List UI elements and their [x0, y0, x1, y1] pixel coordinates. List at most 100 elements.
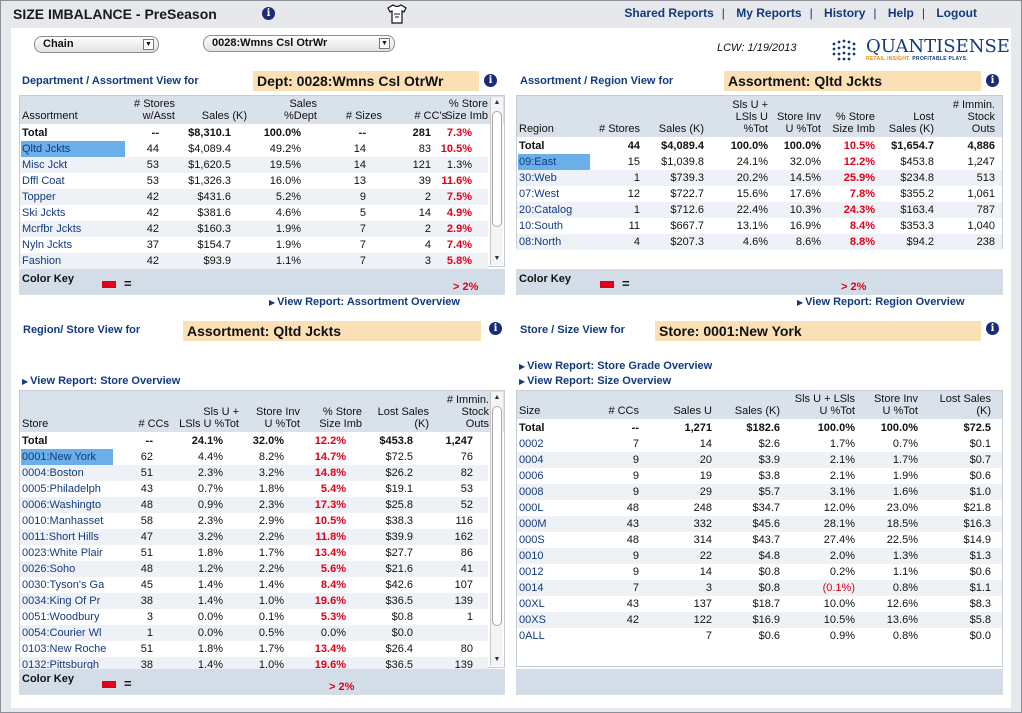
- table-row[interactable]: 0103:New Roche 51 1.8% 1.7% 13.4% $26.4 80: [20, 641, 488, 657]
- table-row[interactable]: Fashion 42 $93.9 1.1% 7 3 5.8%: [20, 253, 488, 269]
- column-header[interactable]: Store Inv U %Tot: [776, 111, 821, 135]
- column-header[interactable]: Store: [22, 418, 49, 430]
- info-icon[interactable]: i: [262, 7, 275, 20]
- table-row[interactable]: Nyln Jckts 37 $154.7 1.9% 7 4 7.4%: [20, 237, 488, 253]
- scroll-up-icon[interactable]: ▲: [493, 394, 501, 401]
- table-row[interactable]: 0006 9 19 $3.8 2.1% 1.9% $0.6: [517, 468, 1002, 484]
- table-row[interactable]: 0001:New York 62 4.4% 8.2% 14.7% $72.5 76: [20, 449, 488, 465]
- row-link[interactable]: 0002: [519, 438, 544, 450]
- table-row[interactable]: 0054:Courier Wl 1 0.0% 0.5% 0.0% $0.0: [20, 625, 488, 641]
- row-link[interactable]: 0008: [519, 486, 544, 498]
- column-header[interactable]: # Stores: [599, 123, 640, 135]
- table-row[interactable]: 10:South 11 $667.7 13.1% 16.9% 8.4% $353.3 1,04…: [517, 218, 1002, 234]
- table-row[interactable]: 0012 9 14 $0.8 0.2% 1.1% $0.6: [517, 564, 1002, 580]
- column-header[interactable]: Sales (K): [658, 123, 704, 135]
- department-dropdown[interactable]: 0028:Wmns Csl OtrWr ▼: [203, 35, 395, 52]
- info-icon[interactable]: i: [986, 74, 999, 87]
- column-header[interactable]: Sls U + LSls U %Tot: [794, 393, 855, 417]
- table-row[interactable]: 07:West 12 $722.7 15.6% 17.6% 7.8% $355.2 1,061: [517, 186, 1002, 202]
- column-header[interactable]: Lost Sales (K): [377, 406, 429, 430]
- row-link[interactable]: 0006: [519, 470, 544, 482]
- nav-logout[interactable]: Logout: [936, 6, 977, 20]
- table-row[interactable]: 00XL 43 137 $18.7 10.0% 12.6% $8.3: [517, 596, 1002, 612]
- table-row[interactable]: 0004 9 20 $3.9 2.1% 1.7% $0.7: [517, 452, 1002, 468]
- row-link[interactable]: Ski Jckts: [22, 207, 66, 219]
- nav-my-reports[interactable]: My Reports: [736, 6, 802, 20]
- table-row[interactable]: 0023:White Plair 51 1.8% 1.7% 13.4% $27.7 86: [20, 545, 488, 561]
- row-link[interactable]: 0005:Philadelph: [22, 483, 101, 495]
- table-row[interactable]: 0034:King Of Pr 38 1.4% 1.0% 19.6% $36.5 139: [20, 593, 488, 609]
- table-row[interactable]: 08:North 4 $207.3 4.6% 8.6% 8.8% $94.2 238: [517, 234, 1002, 250]
- table-row[interactable]: 0002 7 14 $2.6 1.7% 0.7% $0.1: [517, 436, 1002, 452]
- table-row[interactable]: 0006:Washingto 48 0.9% 2.3% 17.3% $25.8 52: [20, 497, 488, 513]
- row-link[interactable]: Mcrfbr Jckts: [22, 223, 82, 235]
- chevron-down-icon[interactable]: ▼: [143, 39, 154, 50]
- scroll-down-icon[interactable]: ▼: [493, 656, 501, 663]
- row-link[interactable]: 0ALL: [519, 630, 545, 642]
- table-row[interactable]: 000L 48 248 $34.7 12.0% 23.0% $21.8: [517, 500, 1002, 516]
- shirt-icon[interactable]: [386, 4, 408, 24]
- row-link[interactable]: 000S: [519, 534, 545, 546]
- table-row[interactable]: 0008 9 29 $5.7 3.1% 1.6% $1.0: [517, 484, 1002, 500]
- row-link[interactable]: 0132:Pittsburgh: [22, 659, 100, 671]
- scrollbar[interactable]: ▲ ▼: [490, 97, 503, 265]
- nav-shared-reports[interactable]: Shared Reports: [624, 6, 714, 20]
- column-header[interactable]: Sls U + LSls U %Tot: [732, 99, 768, 135]
- info-icon[interactable]: i: [489, 322, 502, 335]
- table-row[interactable]: 0051:Woodbury 3 0.0% 0.1% 5.3% $0.8 1: [20, 609, 488, 625]
- table-row[interactable]: 00XS 42 122 $16.9 10.5% 13.6% $5.8: [517, 612, 1002, 628]
- table-row[interactable]: 30:Web 1 $739.3 20.2% 14.5% 25.9% $234.8 513: [517, 170, 1002, 186]
- table-row[interactable]: 0010 9 22 $4.8 2.0% 1.3% $1.3: [517, 548, 1002, 564]
- table-row[interactable]: 000M 43 332 $45.6 28.1% 18.5% $16.3: [517, 516, 1002, 532]
- table-row[interactable]: 09:East 15 $1,039.8 24.1% 32.0% 12.2% $453.8 1,…: [517, 154, 1002, 170]
- row-link[interactable]: 0010:Manhasset: [22, 515, 104, 527]
- column-header[interactable]: Size: [519, 405, 541, 417]
- row-link[interactable]: 0011:Short Hills: [22, 531, 99, 543]
- column-header[interactable]: Store Inv U %Tot: [873, 393, 918, 417]
- row-link[interactable]: 20:Catalog: [519, 204, 573, 216]
- row-link[interactable]: 08:North: [519, 236, 562, 248]
- row-link[interactable]: 0030:Tyson's Ga: [22, 579, 105, 591]
- column-header[interactable]: Store Inv U %Tot: [255, 406, 300, 430]
- table-row[interactable]: Topper 42 $431.6 5.2% 9 2 7.5%: [20, 189, 488, 205]
- row-link[interactable]: 10:South: [519, 220, 564, 232]
- row-link[interactable]: 0034:King Of Pr: [22, 595, 101, 607]
- column-header[interactable]: % Store Size Imb: [445, 98, 488, 122]
- scroll-up-icon[interactable]: ▲: [493, 99, 501, 106]
- row-link[interactable]: 07:West: [519, 188, 560, 200]
- row-link[interactable]: 00XL: [519, 598, 545, 610]
- row-link[interactable]: 0001:New York: [21, 449, 113, 465]
- scroll-thumb[interactable]: [492, 111, 502, 227]
- table-row[interactable]: 0030:Tyson's Ga 45 1.4% 1.4% 8.4% $42.6 107: [20, 577, 488, 593]
- table-row[interactable]: 0ALL 7 $0.6 0.9% 0.8% $0.0: [517, 628, 1002, 644]
- table-row[interactable]: Misc Jckt 53 $1,620.5 19.5% 14 121 1.3%: [20, 157, 488, 173]
- row-link[interactable]: Fashion: [22, 255, 62, 267]
- row-link[interactable]: 000L: [519, 502, 544, 514]
- table-row[interactable]: Ski Jckts 42 $381.6 4.6% 5 14 4.9%: [20, 205, 488, 221]
- column-header[interactable]: # Sizes: [345, 110, 382, 122]
- scroll-down-icon[interactable]: ▼: [493, 255, 501, 262]
- row-link[interactable]: 0051:Woodbury: [22, 611, 100, 623]
- level-dropdown[interactable]: Chain ▼: [34, 36, 159, 53]
- row-link[interactable]: 0010: [519, 550, 544, 562]
- column-header[interactable]: # CC's: [414, 110, 447, 122]
- row-link[interactable]: 0006:Washingto: [22, 499, 102, 511]
- table-row[interactable]: Mcrfbr Jckts 42 $160.3 1.9% 7 2 2.9%: [20, 221, 488, 237]
- view-store-grade-overview-link[interactable]: ▶ View Report: Store Grade Overview: [519, 360, 713, 372]
- row-link[interactable]: 0014: [519, 582, 544, 594]
- table-row[interactable]: 0010:Manhasset 58 2.3% 2.9% 10.5% $38.3 116: [20, 513, 488, 529]
- table-row[interactable]: 0005:Philadelph 43 0.7% 1.8% 5.4% $19.1 53: [20, 481, 488, 497]
- row-link[interactable]: Qltd Jckts: [21, 141, 125, 157]
- nav-history[interactable]: History: [824, 6, 866, 20]
- row-link[interactable]: Topper: [22, 191, 56, 203]
- column-header[interactable]: # Immin. Stock Outs: [952, 99, 995, 135]
- row-link[interactable]: 09:East: [518, 154, 590, 170]
- table-row[interactable]: Qltd Jckts 44 $4,089.4 49.2% 14 83 10.5%: [20, 141, 488, 157]
- column-header[interactable]: Sales (K): [734, 405, 780, 417]
- nav-help[interactable]: Help: [887, 6, 914, 20]
- column-header[interactable]: # Stores w/Asst: [134, 98, 175, 122]
- info-icon[interactable]: i: [986, 322, 999, 335]
- row-link[interactable]: Nyln Jckts: [22, 239, 73, 251]
- column-header[interactable]: # Immin. Stock Outs: [446, 394, 489, 430]
- column-header[interactable]: Region: [519, 123, 554, 135]
